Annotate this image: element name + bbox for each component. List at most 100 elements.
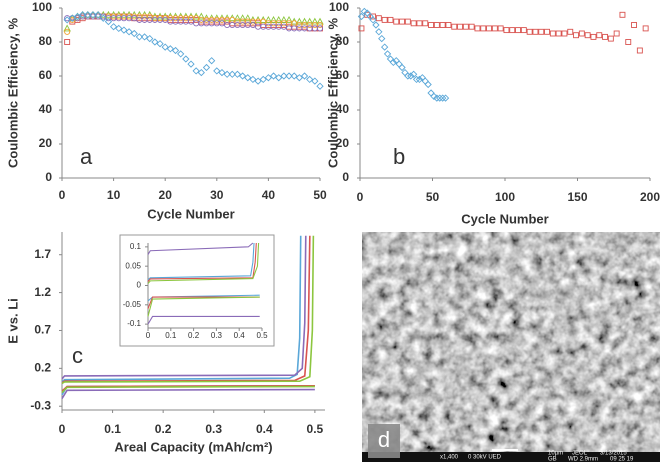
point — [422, 20, 429, 27]
y-tick-label: 0 — [342, 170, 349, 184]
point — [301, 25, 308, 32]
x-tick-label: 0.1 — [104, 422, 121, 436]
point — [398, 63, 406, 72]
y-tick-label: 0.05 — [125, 261, 141, 270]
x-tick-label: 0.3 — [211, 331, 223, 340]
point — [395, 60, 403, 68]
point — [171, 46, 180, 55]
point — [509, 27, 516, 34]
y-tick-label: 100 — [32, 0, 52, 14]
point — [202, 63, 211, 72]
point — [412, 75, 421, 84]
point — [613, 30, 620, 37]
point — [561, 30, 568, 37]
point — [549, 30, 556, 37]
point — [404, 18, 411, 25]
point — [316, 25, 324, 32]
point — [115, 24, 123, 33]
point — [264, 74, 273, 82]
x-tick-label: 100 — [495, 190, 515, 204]
point — [182, 18, 189, 25]
point — [415, 75, 424, 84]
point — [130, 29, 138, 38]
point — [625, 39, 632, 45]
info-text: 09 25 19 — [610, 457, 634, 463]
point — [224, 16, 231, 23]
point — [306, 75, 314, 84]
point — [269, 15, 278, 23]
point — [375, 28, 383, 36]
point — [146, 16, 153, 23]
point — [213, 20, 220, 27]
point — [602, 33, 608, 40]
point — [140, 33, 149, 41]
point — [218, 20, 226, 27]
point — [182, 55, 190, 63]
point — [407, 72, 415, 80]
point — [636, 47, 643, 54]
point — [544, 28, 550, 35]
point — [285, 72, 293, 80]
point — [162, 16, 169, 23]
point — [104, 17, 113, 26]
point — [619, 11, 626, 18]
point — [584, 32, 591, 39]
point — [275, 23, 282, 30]
y-tick-label: 0.2 — [34, 361, 51, 375]
y-tick-label: 0.7 — [34, 323, 51, 337]
point — [63, 24, 71, 32]
point — [305, 17, 314, 25]
point — [383, 50, 392, 58]
x-tick-label: 0 — [357, 190, 364, 204]
chart: 0 20 40 60 80 100 0 10 20 30 40 50 Cycle Number Coulo… — [5, 0, 327, 221]
point — [84, 11, 92, 19]
chart: -0.3 0.2 0.7 1.2 1.7 0 0.1 0.2 0.3 0.4 0.5 Areal Ca… — [5, 232, 325, 454]
point — [474, 25, 481, 32]
point — [146, 34, 154, 43]
point — [555, 30, 562, 37]
y-tick-label: 1.7 — [34, 247, 51, 261]
y-tick-label: -0.05 — [123, 300, 142, 309]
x-tick-label: 50 — [313, 188, 327, 202]
x-tick-label: 0 — [59, 188, 66, 202]
x-tick-label: 50 — [426, 190, 440, 204]
point — [375, 15, 382, 22]
point — [109, 23, 118, 31]
point — [223, 70, 231, 78]
y-tick-label: 80 — [336, 34, 350, 48]
point — [141, 16, 148, 23]
point — [100, 13, 107, 20]
point — [433, 94, 441, 102]
point — [439, 94, 447, 102]
point — [228, 70, 236, 78]
point — [285, 15, 293, 23]
point — [64, 28, 71, 35]
info-text: 10µm — [548, 451, 563, 457]
x-tick-label: 0 — [146, 331, 151, 340]
point — [229, 21, 236, 29]
point — [265, 23, 272, 30]
y-tick-label: 0 — [137, 281, 142, 290]
sem-image — [362, 232, 660, 462]
point — [590, 33, 597, 40]
point — [295, 17, 304, 25]
y-axis-label: Coulombic Efficiency, % — [5, 18, 20, 168]
point — [187, 60, 195, 68]
info-bar — [362, 452, 660, 462]
info-text: GB — [548, 457, 557, 463]
point — [427, 89, 435, 97]
point — [358, 25, 365, 32]
y-axis-label: Coulombic Efficiency, % — [325, 18, 340, 168]
y-tick-label: 80 — [39, 34, 53, 48]
point — [515, 27, 521, 34]
inset-box — [119, 234, 275, 347]
point — [311, 77, 319, 85]
curve — [147, 242, 260, 325]
point — [197, 68, 205, 77]
info-text: 3/13/2015 — [600, 451, 627, 457]
curve — [147, 242, 260, 317]
y-tick-label: 100 — [329, 0, 349, 14]
point — [378, 34, 386, 43]
point — [197, 12, 206, 20]
